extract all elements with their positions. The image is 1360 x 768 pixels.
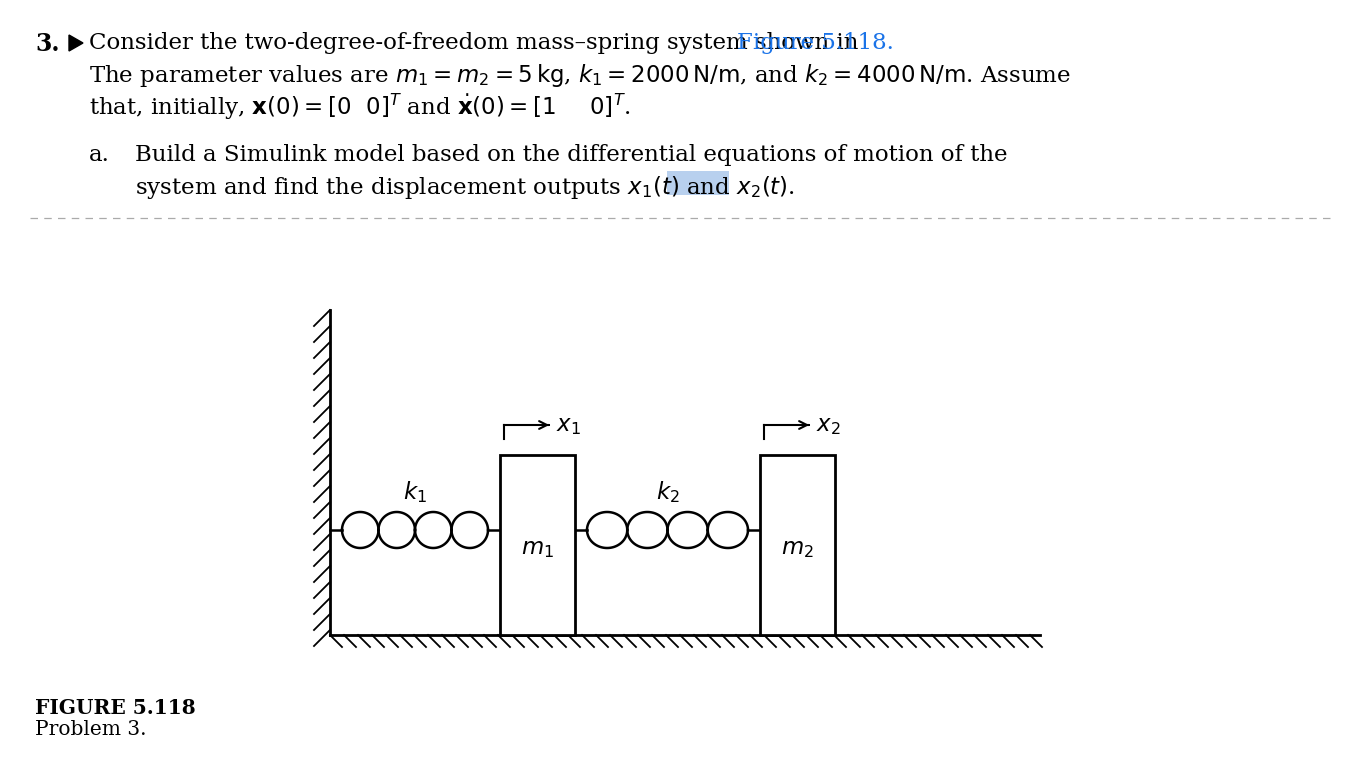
- Text: Consider the two-degree-of-freedom mass–spring system shown in: Consider the two-degree-of-freedom mass–…: [88, 32, 865, 54]
- Text: $x_1$: $x_1$: [556, 415, 581, 437]
- Text: The parameter values are $m_1 = m_2 = 5\,\mathrm{kg}$, $k_1 = 2000\,\mathrm{N/m}: The parameter values are $m_1 = m_2 = 5\…: [88, 62, 1070, 89]
- Text: a.: a.: [88, 144, 110, 166]
- Text: $k_1$: $k_1$: [403, 479, 427, 505]
- FancyBboxPatch shape: [666, 171, 729, 195]
- Text: $x_2$: $x_2$: [816, 415, 840, 437]
- Polygon shape: [69, 35, 83, 51]
- Text: that, initially, $\mathbf{x}(0) = [0\ \ 0]^T$ and $\dot{\mathbf{x}}(0) = [1\quad: that, initially, $\mathbf{x}(0) = [0\ \ …: [88, 92, 631, 122]
- Text: 3.: 3.: [35, 32, 60, 56]
- Text: Figure 5.118.: Figure 5.118.: [737, 32, 894, 54]
- Bar: [760, 455, 835, 635]
- Text: Build a Simulink model based on the differential equations of motion of the: Build a Simulink model based on the diff…: [135, 144, 1008, 166]
- Text: $m_2$: $m_2$: [781, 538, 813, 560]
- Text: $m_1$: $m_1$: [521, 538, 554, 560]
- Text: Problem 3.: Problem 3.: [35, 720, 147, 739]
- Text: $k_2$: $k_2$: [656, 479, 680, 505]
- Text: system and find the displacement outputs $x_1(t)$ and $x_2(t)$.: system and find the displacement outputs…: [135, 174, 796, 201]
- Bar: [500, 455, 575, 635]
- Text: FIGURE 5.118: FIGURE 5.118: [35, 698, 196, 718]
